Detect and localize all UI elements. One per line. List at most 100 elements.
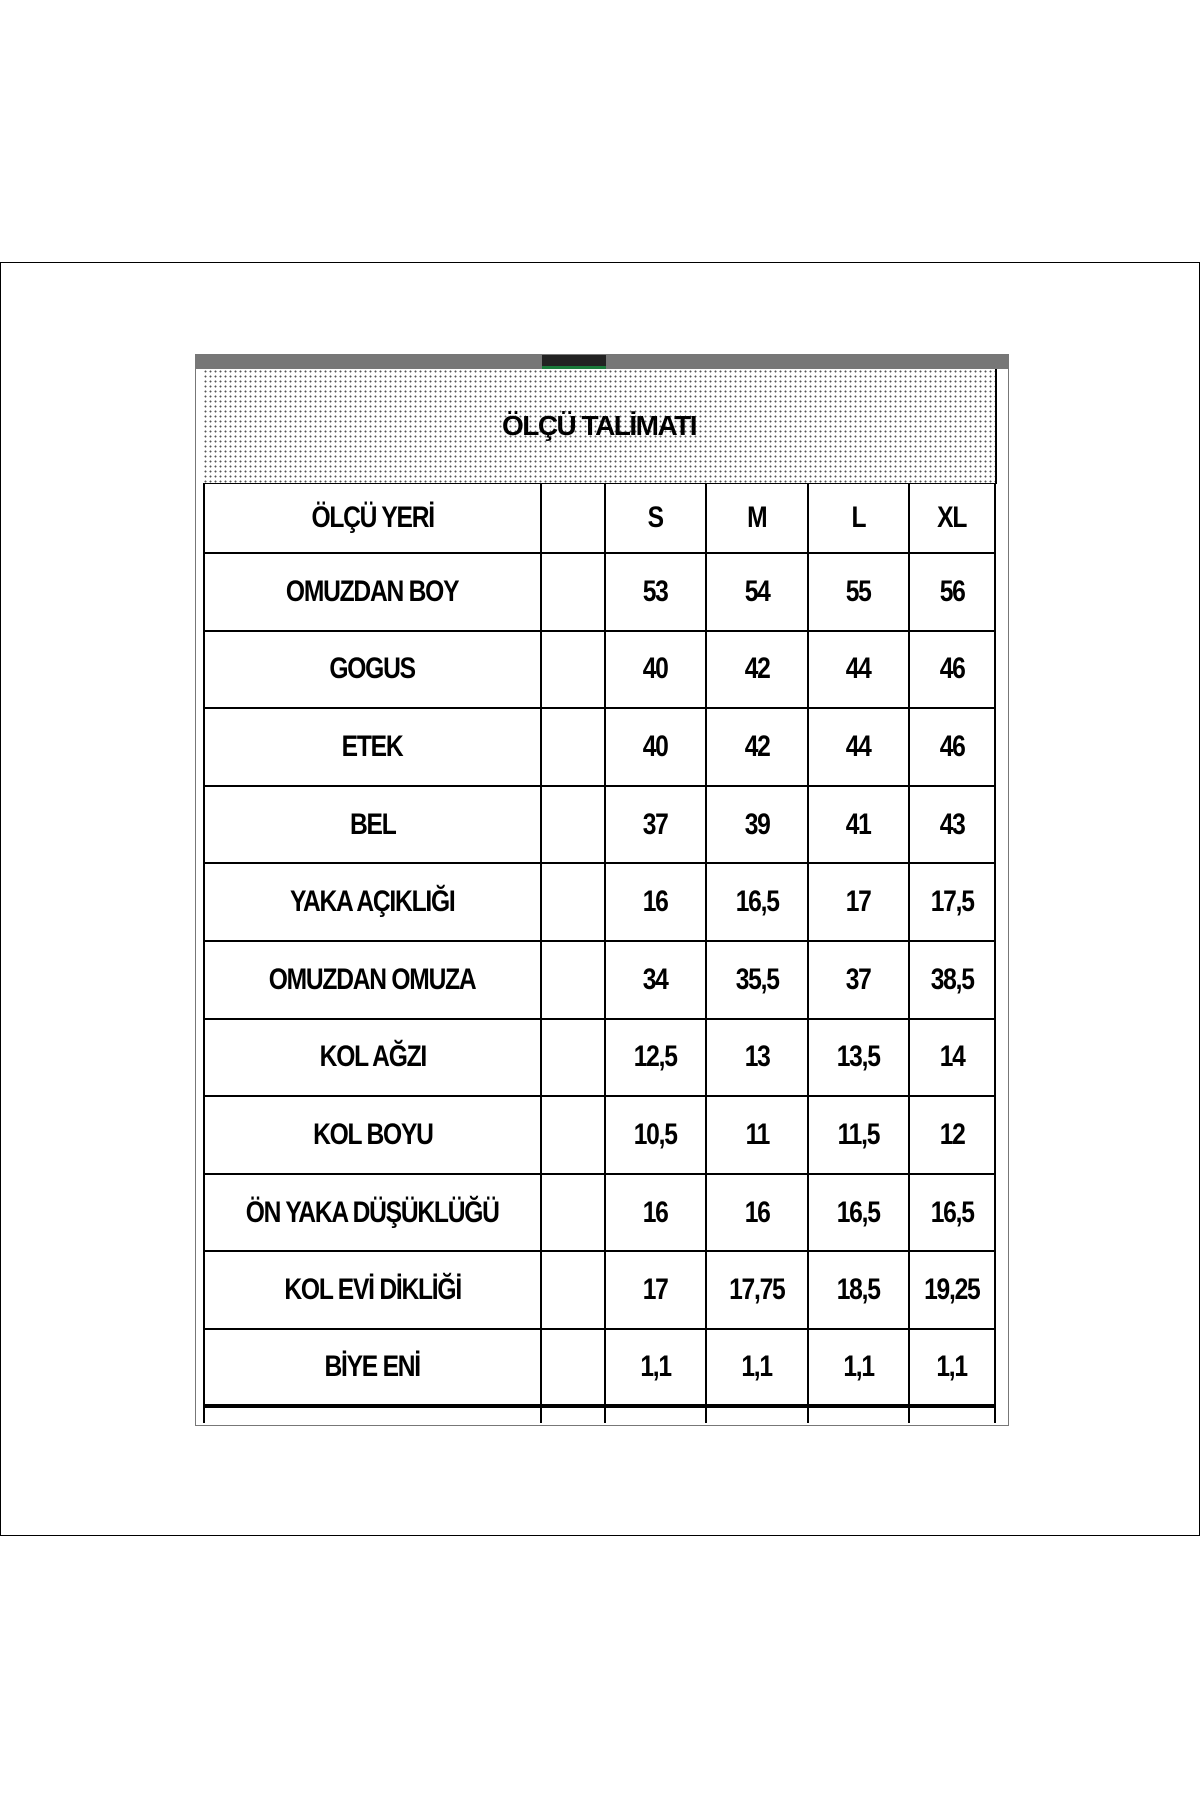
cell-text: 16 [744,1195,771,1229]
empty-cell [542,1407,606,1423]
value-cell: 16,5 [809,1174,910,1253]
row-label: BEL [203,786,542,865]
cell-text: ÖN YAKA DÜŞÜKLÜĞÜ [246,1195,500,1229]
value-cell: 42 [707,709,809,787]
empty-cell [542,942,606,1020]
cell-text: BEL [349,807,397,841]
cell-text: 46 [939,652,966,686]
cell-text: 16 [643,885,669,919]
cell-text: 53 [643,574,669,608]
cell-text: S [647,500,664,534]
size-header: XL [910,483,996,554]
cell-text: 13,5 [837,1040,881,1074]
row-label: KOL AĞZI [203,1019,542,1098]
cell-text: 17 [643,1273,669,1307]
value-cell: 53 [606,554,707,632]
value-cell: 12,5 [606,1019,707,1098]
value-cell: 44 [809,709,910,787]
size-header: L [809,483,910,554]
value-cell: 10,5 [606,1097,707,1175]
cell-text: KOL AĞZI [319,1040,427,1074]
cell-text: 16,5 [735,885,780,919]
empty-cell [542,1097,606,1175]
value-cell: 16 [707,1174,809,1253]
empty-cell [707,1407,809,1423]
selected-column [542,355,606,369]
value-cell: 14 [910,1019,996,1098]
cell-text: 40 [643,729,669,763]
empty-cell [542,554,606,632]
empty-cell [606,1407,707,1423]
cell-text: YAKA AÇIKLIĞI [290,885,456,919]
value-cell: 1,1 [809,1330,910,1408]
cell-text: 13 [744,1040,771,1074]
cell-text: 46 [939,729,966,763]
row-label: ETEK [203,709,542,787]
cell-text: 39 [744,807,771,841]
cell-text: KOL BOYU [312,1117,434,1151]
value-cell: 13 [707,1019,809,1098]
value-cell: 35,5 [707,942,809,1020]
empty-cell [203,1407,542,1423]
cell-text: 37 [846,962,872,996]
cell-text: 1,1 [843,1349,875,1383]
cell-text: 17,75 [729,1273,786,1307]
cell-text: 11 [745,1117,770,1151]
cell-text: 42 [744,729,771,763]
cell-text: 1,1 [640,1349,672,1383]
cell-text: 37 [643,807,669,841]
cell-text: 42 [744,652,771,686]
cell-text: 16 [643,1195,669,1229]
cell-text: 16,5 [837,1195,881,1229]
value-cell: 42 [707,631,809,710]
value-cell: 34 [606,942,707,1020]
row-label: OMUZDAN BOY [203,554,542,632]
row-label: GOGUS [203,631,542,710]
value-cell: 18,5 [809,1252,910,1330]
row-label: KOL BOYU [203,1097,542,1175]
cell-text: 35,5 [735,962,780,996]
cell-text: 12 [939,1117,966,1151]
cell-text: M [747,500,767,534]
value-cell: 19,25 [910,1252,996,1330]
cell-text: GOGUS [329,652,417,686]
cell-text: ÖLÇÜ YERİ [311,500,435,534]
cell-text: 43 [939,807,966,841]
value-cell: 40 [606,631,707,710]
size-header: S [606,483,707,554]
empty-cell [910,1407,996,1423]
title: ÖLÇÜ TALİMATI [501,410,698,441]
cell-text: 1,1 [741,1349,774,1383]
cell-text: 54 [744,574,771,608]
value-cell: 38,5 [910,942,996,1020]
cell-text: 34 [643,962,669,996]
cell-text: 44 [846,652,872,686]
cell-text: 17 [846,885,872,919]
row-label: OMUZDAN OMUZA [203,942,542,1020]
cell-text: OMUZDAN BOY [286,574,460,608]
cell-text: OMUZDAN OMUZA [269,962,477,996]
row-label: BİYE ENİ [203,1330,542,1408]
value-cell: 16,5 [707,864,809,942]
cell-text: 18,5 [837,1273,881,1307]
cell-text: 55 [846,574,872,608]
cell-text: 14 [939,1040,966,1074]
value-cell: 1,1 [606,1330,707,1408]
cell-text: 1,1 [936,1349,969,1383]
value-cell: 13,5 [809,1019,910,1098]
value-cell: 1,1 [910,1330,996,1408]
value-cell: 37 [809,942,910,1020]
cell-text: 16,5 [930,1195,975,1229]
value-cell: 11,5 [809,1097,910,1175]
value-cell: 37 [606,786,707,865]
empty-cell [542,709,606,787]
cell-text: XL [937,500,968,534]
value-cell: 43 [910,786,996,865]
cell-text: 40 [643,652,669,686]
empty-cell [542,1019,606,1098]
empty-cell [542,864,606,942]
value-cell: 54 [707,554,809,632]
value-cell: 40 [606,709,707,787]
header-cell: ÖLÇÜ YERİ [203,483,542,554]
